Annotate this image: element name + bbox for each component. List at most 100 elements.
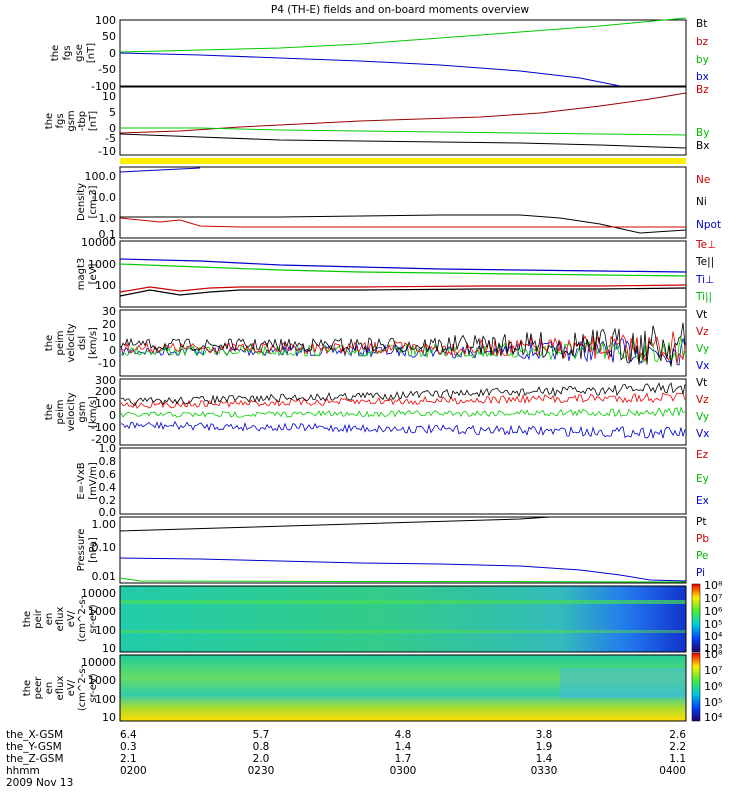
ylabel-fgs-gsm-4: -tbp xyxy=(77,111,88,131)
ytick: 0 xyxy=(109,409,116,422)
colorbar-tick: 10⁸ xyxy=(704,579,723,592)
cell: 4.8 xyxy=(395,729,412,741)
ytick: 20 xyxy=(102,318,116,331)
series-pe xyxy=(119,577,687,583)
ylabel-fgs-gse-4: [nT] xyxy=(86,43,97,63)
ylabel-density-1: Density xyxy=(76,183,87,221)
ytick: 10000 xyxy=(81,236,116,249)
series-pt xyxy=(119,516,551,532)
ylabel-peer-5: eV/ xyxy=(66,679,77,696)
ylabel-dsl-4: dsl xyxy=(77,336,88,350)
series-ni xyxy=(120,214,687,234)
ytick: 1.0 xyxy=(99,442,117,455)
ylabel-dsl-2: peim xyxy=(55,330,66,355)
ytick: 10 xyxy=(102,711,116,724)
ytick: 50 xyxy=(102,30,116,43)
ytick: 1.00 xyxy=(92,518,117,531)
ytick: -5 xyxy=(105,132,116,145)
ylabel-p-2: [nPa] xyxy=(88,537,99,563)
series-vy-gsm xyxy=(120,406,686,418)
legend-label: by xyxy=(696,54,709,66)
colorbar-tick: 10⁶ xyxy=(704,605,723,618)
colorbar-tick: 10³ xyxy=(704,642,722,655)
panel-fgs-gse: the fgs gse [nT] 100 50 0 -50 -100 Bt bz… xyxy=(50,14,709,93)
ytick: 10.0 xyxy=(92,191,117,204)
ylabel-fgs-gsm-5: [nT] xyxy=(88,111,99,131)
ytick: 1000 xyxy=(88,258,116,271)
ytick: 100 xyxy=(95,279,116,292)
ylabel-peer-7: sr-eV) xyxy=(88,673,99,702)
row-label: the_X-GSM xyxy=(6,729,63,741)
ylabel-p-1: Pressure xyxy=(76,529,87,572)
ytick: 10000 xyxy=(81,587,116,600)
ytick: -10 xyxy=(98,357,116,370)
cell: 0230 xyxy=(248,765,275,777)
colorbar-peer xyxy=(691,652,701,722)
velocity-dsl-traces xyxy=(120,322,686,367)
panel-temperature: magt3 [eV] 10000 1000 100 Te⊥ Te|| Ti⊥ T… xyxy=(76,236,716,308)
series-bt xyxy=(119,17,687,53)
series-vt-gsm xyxy=(120,382,686,407)
ytick: 0 xyxy=(109,344,116,357)
panel-fgs-gsm: the fgs gsm -tbp [nT] 10 5 0 -5 -10 Bz B… xyxy=(44,84,709,158)
plot-title: P4 (TH-E) fields and on-board moments ov… xyxy=(271,4,530,16)
legend-label: Pi xyxy=(696,567,705,579)
ytick: -200 xyxy=(91,433,116,446)
series-ti-par xyxy=(119,263,687,277)
legend-label: Vx xyxy=(696,360,709,372)
ylabel-peer-1: the xyxy=(22,680,33,696)
ylabel-peir-4: eflux xyxy=(55,607,66,632)
series-vx-dsl xyxy=(120,338,686,367)
ylabel-peer-4: eflux xyxy=(55,676,66,701)
ytick: 100 xyxy=(95,397,116,410)
ytick: 10 xyxy=(102,642,116,655)
ylabel-peer-6: (cm^2-s- xyxy=(77,664,88,711)
series-npot xyxy=(119,167,201,173)
legend-label: Te⊥ xyxy=(695,239,716,251)
legend-label: Ti⊥ xyxy=(695,274,714,286)
ylabel-peir-7: sr-eV) xyxy=(88,604,99,633)
ytick: 1000 xyxy=(88,674,116,687)
legend-label: Pe xyxy=(696,550,708,562)
yellow-band xyxy=(120,158,686,164)
legend-label: Vt xyxy=(696,309,707,321)
ylabel-gsm-5: [km/s] xyxy=(88,396,99,428)
ylabel-fgs-gse-1: the xyxy=(50,45,61,61)
legend-label: Vz xyxy=(696,394,709,406)
ylabel-temp-1: magt3 xyxy=(76,258,87,291)
ylabel-peer-3: en xyxy=(44,682,55,695)
cell: 0200 xyxy=(120,765,147,777)
cell: 0300 xyxy=(390,765,417,777)
ylabel-fgs-gse-2: fgs xyxy=(62,45,73,60)
ytick: 100 xyxy=(95,693,116,706)
series-vt-dsl xyxy=(120,322,686,367)
series-te-perp xyxy=(119,284,687,293)
cell: 1.7 xyxy=(395,753,412,765)
series-by xyxy=(120,127,687,136)
ylabel-density-2: [cm-3] xyxy=(88,185,99,218)
cell: 2.2 xyxy=(669,741,686,753)
ytick: 0.6 xyxy=(99,468,117,481)
cell: 0.8 xyxy=(253,741,270,753)
row-label: the_Z-GSM xyxy=(6,753,64,765)
cell: 2.6 xyxy=(669,729,686,741)
series-vz-dsl xyxy=(120,331,686,364)
ylabel-gsm-1: the xyxy=(44,404,55,420)
legend-label: Bx xyxy=(696,140,709,152)
ytick: -100 xyxy=(91,421,116,434)
legend-label: Te|| xyxy=(695,256,714,268)
colorbar-tick: 10⁷ xyxy=(704,592,722,605)
ytick: 0.0 xyxy=(99,506,117,519)
panel-peir: the peir en eflux eV/ (cm^2-s- sr-eV) 10… xyxy=(22,579,723,655)
ytick: 10 xyxy=(102,331,116,344)
panel-pressure: Pressure [nPa] 1.00 0.10 0.01 Pt Pb Pe P… xyxy=(76,516,709,584)
ylabel-peir-1: the xyxy=(22,611,33,627)
legend-label: bx xyxy=(696,71,709,83)
ylabel-peir-6: (cm^2-s- xyxy=(77,595,88,642)
panel-efield: E=-VxB [mV/m] 1.0 0.8 0.6 0.4 0.2 0.0 Ez… xyxy=(76,442,709,519)
velocity-gsm-traces xyxy=(120,382,686,440)
ylabel-dsl-3: velocity xyxy=(66,323,77,362)
ylabel-fgs-gsm-1: the xyxy=(44,113,55,129)
series-te-par xyxy=(119,287,687,297)
colorbar-tick: 10⁷ xyxy=(704,664,722,677)
